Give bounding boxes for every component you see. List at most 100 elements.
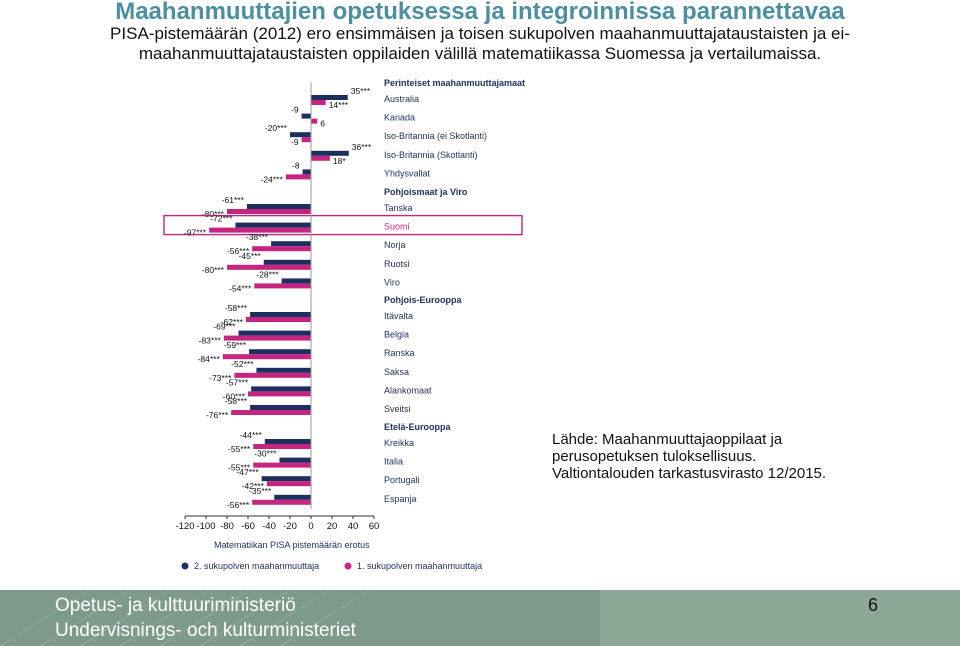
source-note: Lähde: Maahanmuuttajaoppilaat ja perusop…	[552, 431, 827, 482]
x-axis-title: Matematiikan PISA pistemäärän erotus	[214, 540, 370, 550]
footer-bar: Opetus- ja kulttuuriministeriö Undervisn…	[0, 590, 960, 646]
x-tick-label: -120	[175, 521, 194, 532]
data-label-second-gen: 36***	[352, 142, 372, 152]
country-label: Tanska	[384, 203, 413, 213]
data-label-second-gen: -30***	[254, 449, 277, 459]
data-label-second-gen: -52***	[231, 359, 254, 369]
bar-second-gen	[281, 278, 311, 284]
data-label-first-gen: 6	[320, 119, 325, 129]
data-label-first-gen: -55***	[228, 444, 251, 454]
country-label: Suomi	[384, 222, 410, 232]
x-tick-label: -20	[283, 521, 297, 532]
country-label: Kreikka	[384, 438, 414, 448]
data-label-first-gen: -76***	[206, 410, 229, 420]
country-label: Alankomaat	[384, 385, 432, 395]
data-label-first-gen: -84***	[198, 354, 221, 364]
data-label-first-gen: -24***	[261, 174, 284, 184]
data-label-first-gen: -80***	[202, 209, 225, 219]
legend-label-second-gen: 2. sukupolven maahanmuuttaja	[194, 561, 319, 571]
bar-second-gen	[271, 241, 311, 247]
country-label: Portugali	[384, 475, 420, 485]
data-label-first-gen: -80***	[202, 265, 225, 275]
data-label-first-gen: -56***	[227, 246, 250, 256]
data-label-first-gen: 18*	[333, 156, 346, 166]
data-label-first-gen: -62***	[221, 317, 244, 327]
data-label-first-gen: -83***	[199, 336, 222, 346]
country-label: Saksa	[384, 367, 409, 377]
data-label-second-gen: -61***	[222, 195, 245, 205]
bar-first-gen	[311, 100, 326, 105]
country-label: Iso-Britannia (Skotlanti)	[384, 150, 478, 160]
bar-second-gen	[238, 330, 311, 336]
bar-first-gen	[234, 372, 311, 378]
bar-first-gen	[254, 283, 311, 289]
x-tick-label: 0	[308, 521, 313, 532]
bar-second-gen	[263, 259, 311, 265]
bar-first-gen	[248, 391, 311, 397]
data-label-second-gen: -28***	[256, 269, 279, 279]
country-label: Iso-Britannia (ei Skotlanti)	[384, 131, 487, 141]
bar-first-gen	[223, 335, 311, 341]
data-label-second-gen: -9	[291, 105, 299, 115]
data-label-first-gen: -56***	[227, 500, 250, 510]
footer-texture	[0, 590, 960, 646]
country-label: Australia	[384, 94, 419, 104]
slide-subtitle: PISA-pistemäärän (2012) ero ensimmäisen …	[110, 24, 850, 63]
bar-first-gen	[245, 317, 311, 322]
data-label-second-gen: -58***	[225, 396, 248, 406]
bar-first-gen	[301, 137, 311, 143]
bar-second-gen	[256, 367, 311, 373]
data-label-first-gen: 14***	[329, 100, 349, 110]
x-tick-label: -40	[262, 521, 276, 532]
bar-second-gen	[250, 405, 311, 410]
bar-first-gen	[227, 264, 311, 270]
bar-second-gen	[261, 476, 311, 482]
bar-second-gen	[264, 439, 311, 444]
page-number: 6	[868, 595, 879, 615]
country-label: Belgia	[384, 330, 409, 340]
data-label-first-gen: -55***	[228, 463, 251, 473]
ministry-name-fi: Opetus- ja kulttuuriministeriö	[55, 595, 296, 616]
country-label: Yhdysvallat	[384, 168, 431, 178]
x-tick-label: -80	[220, 521, 234, 532]
bar-first-gen	[222, 354, 311, 360]
x-tick-label: -60	[241, 521, 255, 532]
bar-first-gen	[311, 155, 330, 161]
data-label-second-gen: -45***	[239, 251, 262, 261]
x-tick-label: 60	[369, 521, 380, 532]
country-label: Sveitsi	[384, 404, 411, 414]
group-header: Pohjoismaat ja Viro	[384, 187, 468, 197]
data-label-first-gen: -42***	[242, 481, 265, 491]
bar-first-gen	[311, 118, 318, 124]
legend-marker-first-gen	[344, 562, 352, 570]
data-label-second-gen: -58***	[225, 303, 248, 313]
x-tick-label: 40	[348, 521, 359, 532]
data-label-second-gen: 35***	[351, 86, 371, 96]
bar-second-gen	[246, 204, 311, 209]
data-label-first-gen: -60***	[223, 391, 246, 401]
data-label-second-gen: -72***	[210, 214, 233, 224]
bar-first-gen	[253, 462, 311, 468]
bar-second-gen	[279, 457, 311, 463]
bar-first-gen	[227, 209, 311, 214]
bar-first-gen	[252, 246, 311, 252]
data-label-first-gen: -73***	[209, 373, 232, 383]
data-label-second-gen: -69***	[213, 322, 236, 332]
x-tick-label: 20	[327, 521, 338, 532]
bar-second-gen	[235, 222, 311, 228]
data-label-second-gen: -47***	[236, 467, 259, 477]
legend-marker-second-gen	[181, 562, 189, 570]
data-label-second-gen: -59***	[224, 340, 247, 350]
bar-second-gen	[311, 95, 348, 100]
x-tick-label: -100	[196, 521, 215, 532]
data-label-first-gen: -9	[291, 137, 299, 147]
highlight-frame	[163, 214, 523, 236]
country-label: Ruotsi	[384, 259, 410, 269]
bar-first-gen	[285, 174, 311, 180]
ministry-name-sv: Undervisnings- och kulturministeriet	[55, 620, 356, 641]
bar-second-gen	[249, 349, 311, 355]
data-label-second-gen: -57***	[226, 377, 249, 387]
data-label-second-gen: -8	[292, 160, 300, 170]
country-label: Viro	[384, 277, 400, 287]
bar-second-gen	[274, 494, 311, 500]
